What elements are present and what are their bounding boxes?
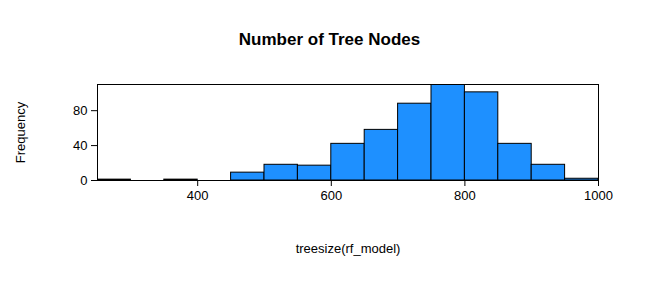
svg-text:0: 0	[80, 173, 87, 188]
html-text:Number of Tree Nodes: Number of Tree Nodes	[238, 30, 421, 49]
svg-text:Frequency: Frequency	[13, 101, 28, 163]
svg-text:40: 40	[73, 138, 87, 153]
svg-text:80: 80	[73, 103, 87, 118]
svg-text:treesize(rf_model): treesize(rf_model)	[296, 241, 401, 256]
svg-text:1000: 1000	[584, 188, 613, 203]
svg-text:600: 600	[320, 188, 342, 203]
svg-text:400: 400	[187, 188, 209, 203]
svg-text:800: 800	[454, 188, 476, 203]
